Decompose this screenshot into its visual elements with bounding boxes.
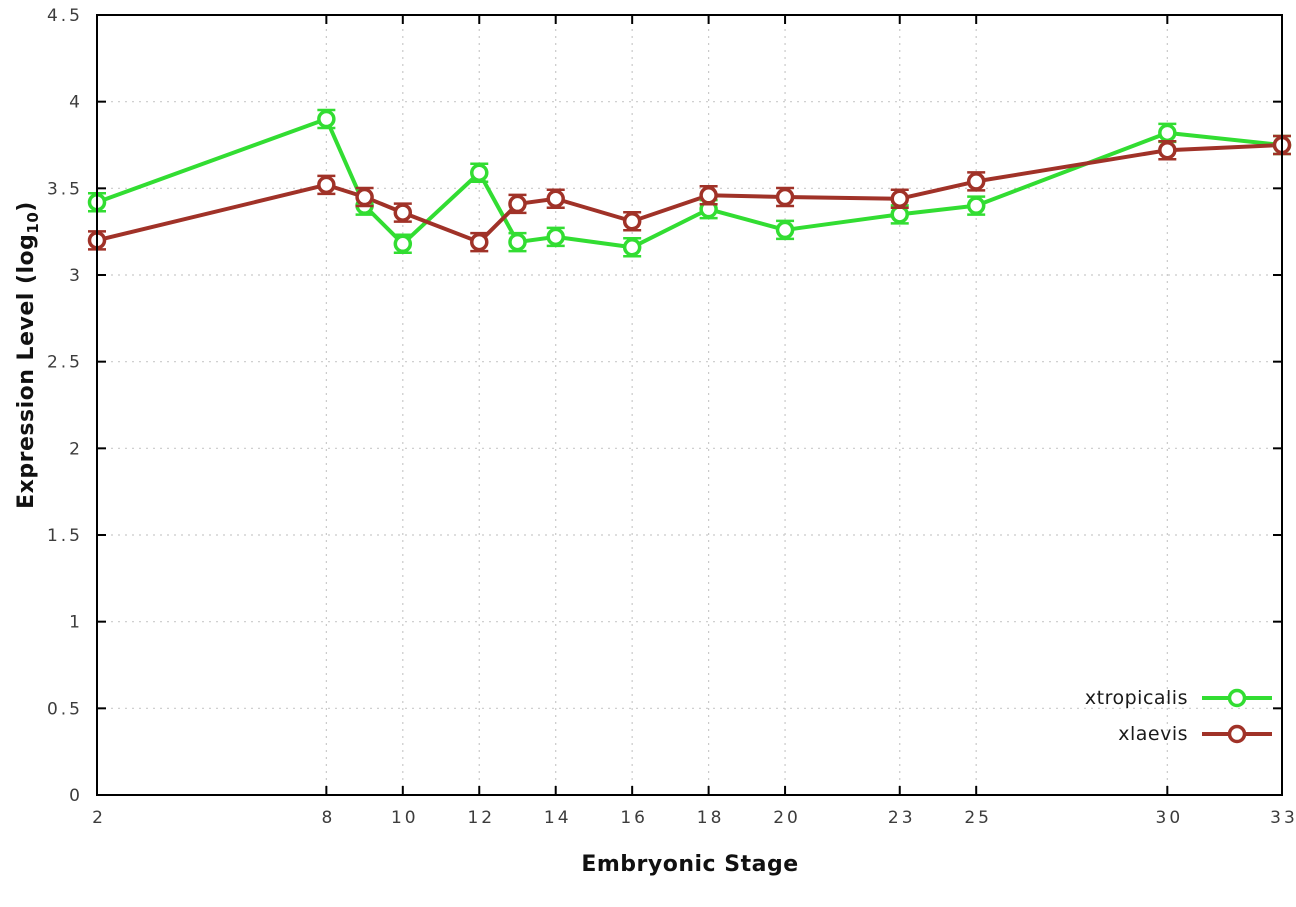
x-tick-label: 30 — [1156, 808, 1184, 828]
x-tick-label: 2 — [92, 808, 106, 828]
data-point-xlaevis — [355, 187, 374, 207]
series-xtropicalis-line — [95, 117, 1284, 250]
grid — [96, 14, 1283, 796]
y-axis-title-close: ) — [13, 201, 39, 212]
legend-item-xlaevis: xlaevis — [1085, 720, 1274, 748]
legend: xtropicalis xlaevis — [1085, 684, 1274, 748]
legend-label-xlaevis: xlaevis — [1118, 723, 1188, 745]
axis-ticks — [96, 14, 1283, 796]
series-xlaevis-line — [95, 143, 1284, 245]
data-point-xlaevis — [890, 189, 909, 208]
x-tick-label: 10 — [391, 808, 419, 828]
x-tick-label: 8 — [321, 808, 335, 828]
x-tick-label: 25 — [964, 808, 992, 828]
data-point-xtropicalis — [317, 109, 336, 129]
y-tick-label: 3 — [69, 266, 83, 286]
data-point-xtropicalis — [508, 232, 527, 252]
y-tick-label: 1.5 — [47, 526, 83, 546]
data-point-xlaevis — [317, 175, 336, 195]
data-point-xtropicalis — [890, 205, 909, 224]
y-tick-label: 0 — [69, 786, 83, 806]
data-point-xlaevis — [1158, 140, 1177, 160]
y-tick-label: 2.5 — [47, 353, 83, 373]
data-point-xtropicalis — [966, 196, 986, 215]
data-point-xlaevis — [775, 187, 795, 207]
y-axis-title-main: Expression Level (log — [13, 233, 39, 509]
x-tick-label: 33 — [1270, 808, 1296, 828]
data-point-xlaevis — [622, 212, 642, 231]
x-tick-label: 18 — [697, 808, 725, 828]
y-axis-title-sub: 10 — [24, 211, 43, 234]
x-tick-label: 23 — [888, 808, 916, 828]
x-tick-label: 14 — [544, 808, 572, 828]
legend-marker-xtropicalis — [1202, 688, 1272, 708]
y-tick-labels: 0 0.5 1 1.5 2 2.5 3 3.5 4 4.5 — [47, 6, 83, 806]
data-point-xtropicalis — [1158, 123, 1177, 143]
x-tick-label: 16 — [620, 808, 648, 828]
y-tick-label: 4.5 — [47, 6, 83, 26]
legend-marker-xlaevis — [1202, 724, 1272, 744]
x-axis-title: Embryonic Stage — [581, 852, 799, 877]
x-tick-label: 20 — [773, 808, 801, 828]
data-point-xtropicalis — [470, 163, 489, 182]
data-point-xtropicalis — [393, 234, 413, 254]
y-tick-label: 1 — [69, 613, 83, 633]
data-point-xlaevis — [508, 194, 527, 214]
data-point-xlaevis — [470, 232, 489, 252]
data-point-xtropicalis — [775, 220, 795, 240]
data-point-xlaevis — [393, 203, 413, 222]
data-point-xlaevis — [699, 186, 718, 205]
y-tick-label: 3.5 — [47, 179, 83, 199]
data-point-xtropicalis — [546, 227, 565, 247]
x-tick-label: 12 — [467, 808, 495, 828]
legend-item-xtropicalis: xtropicalis — [1085, 684, 1274, 712]
y-tick-label: 0.5 — [47, 699, 83, 719]
y-tick-label: 2 — [69, 439, 83, 459]
legend-label-xtropicalis: xtropicalis — [1084, 687, 1188, 709]
y-axis-title: Expression Level (log10) — [14, 201, 42, 509]
plot-border — [96, 14, 1283, 796]
data-point-xlaevis — [966, 172, 986, 191]
x-tick-labels: 2 8 10 12 14 16 18 20 23 25 30 33 — [92, 808, 1296, 828]
y-tick-label: 4 — [69, 93, 83, 113]
series-xlaevis-markers — [87, 134, 1292, 253]
series-xtropicalis-markers — [87, 108, 1292, 258]
data-point-xlaevis — [546, 189, 565, 208]
data-point-xtropicalis — [622, 238, 642, 257]
